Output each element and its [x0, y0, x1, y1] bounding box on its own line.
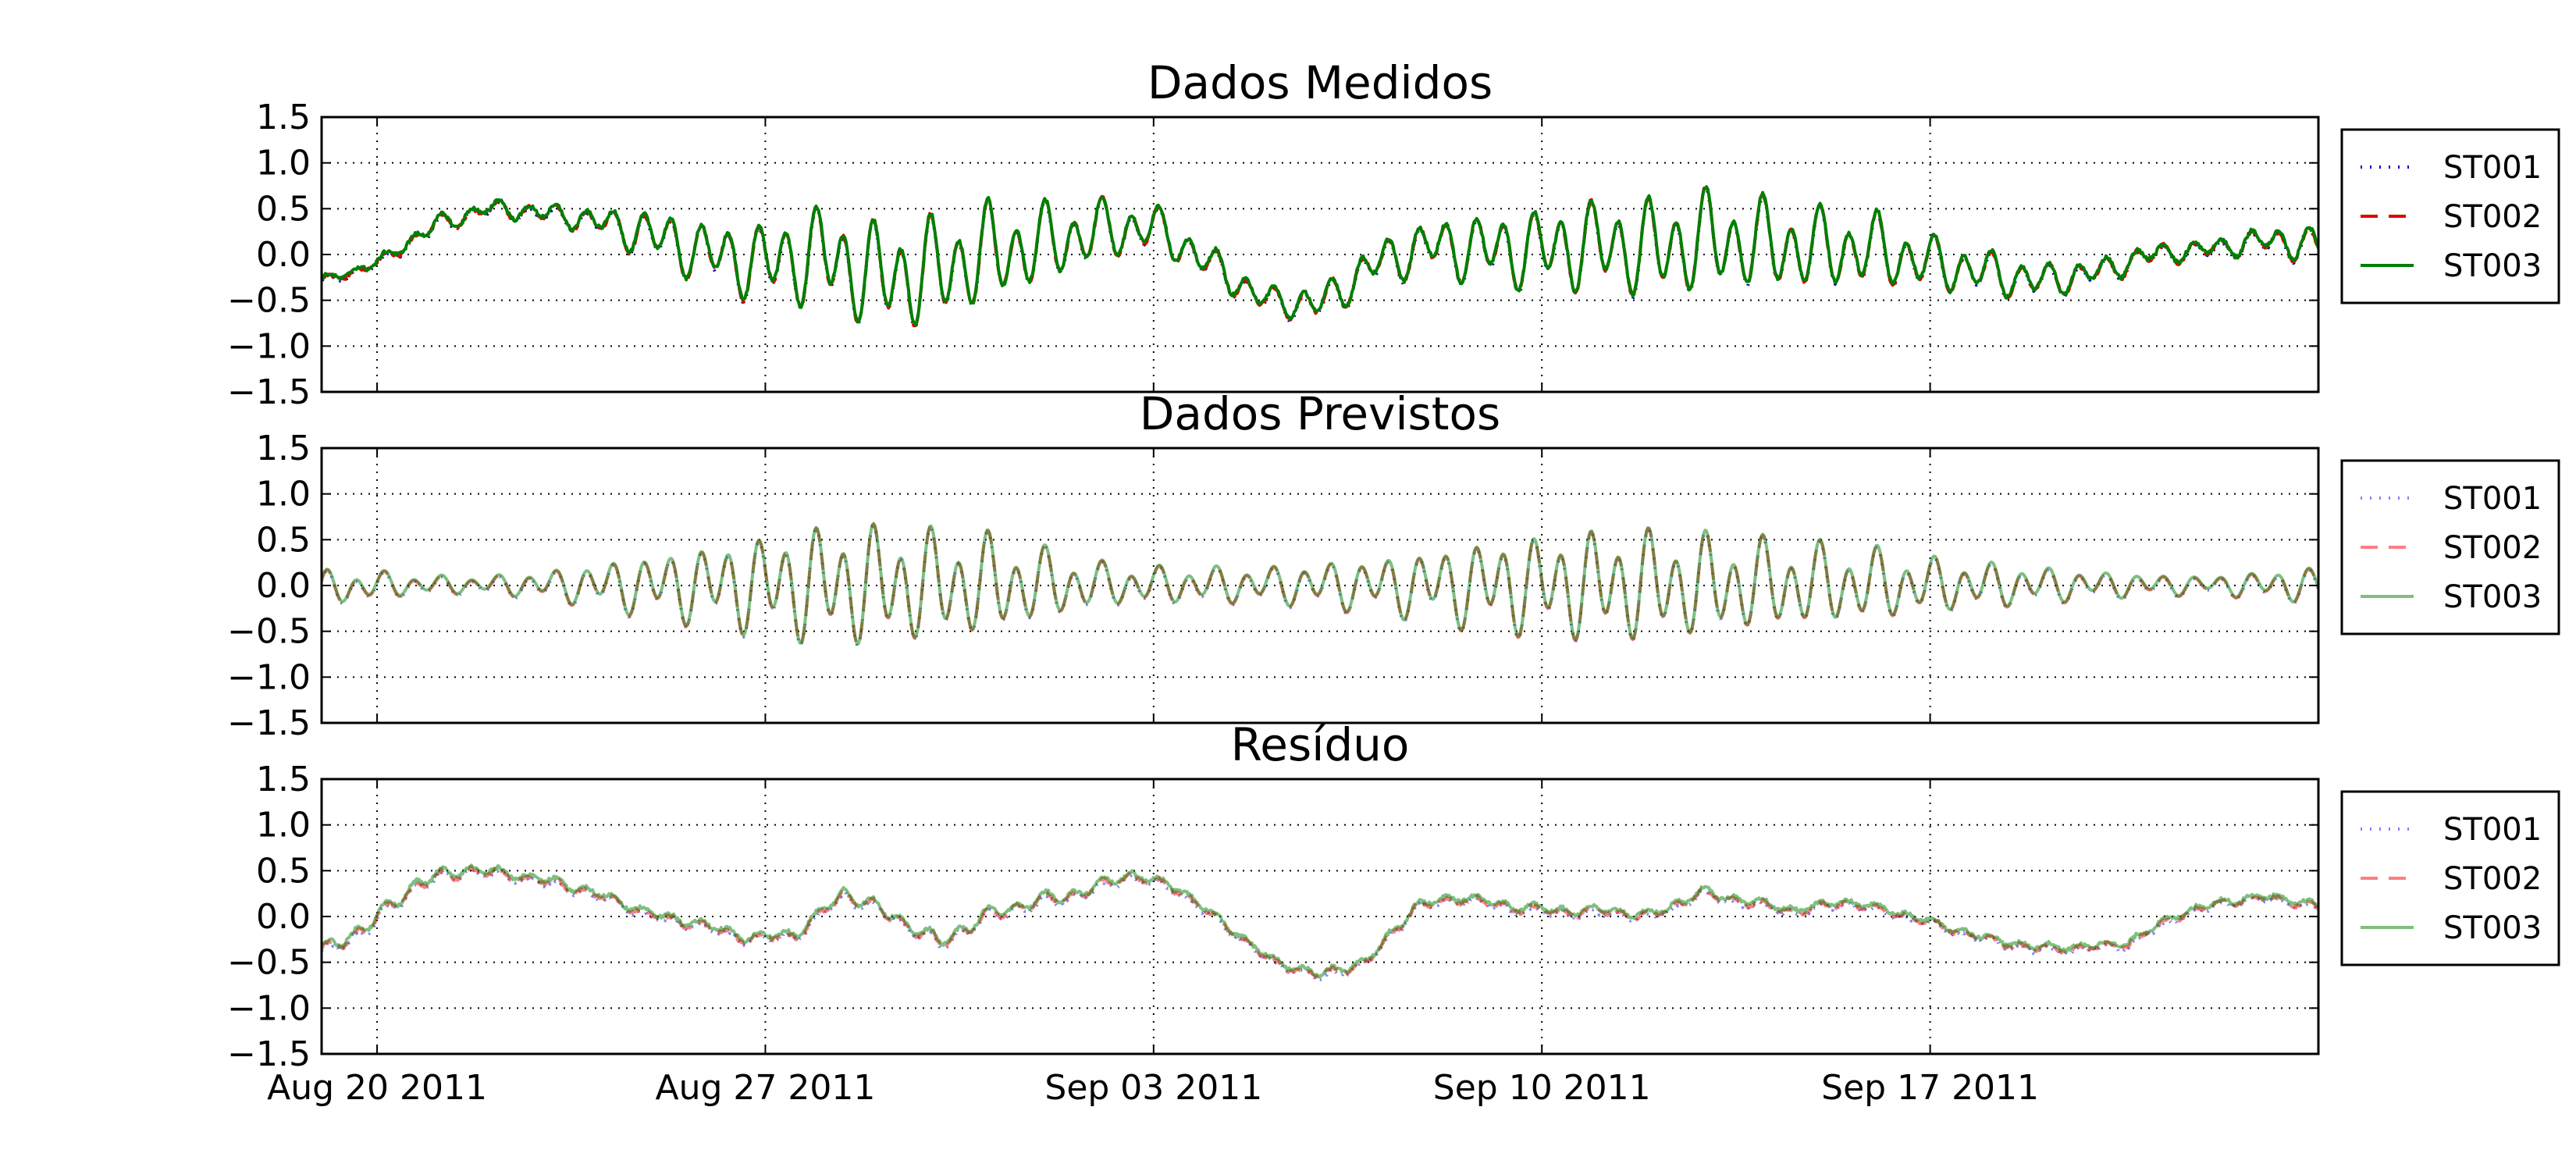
y-tick-label: −1.0: [227, 988, 311, 1028]
panel-3: Resíduo −1.5 −1.0 −0.5 0.0 0.5 1.0 1.5 Aug 20 20…: [227, 718, 2560, 1108]
x-tick-label: Sep 03 2011: [1044, 1068, 1262, 1108]
x-tick-label: Aug 20 2011: [267, 1068, 487, 1108]
legend: ST001 ST002 ST003: [2340, 459, 2560, 635]
legend-box: [2340, 459, 2560, 635]
y-tick-label: −1.5: [227, 1034, 311, 1074]
legend-label: ST002: [2443, 861, 2542, 897]
y-tick-label: 0.0: [256, 235, 311, 275]
x-tick-label: Aug 27 2011: [656, 1068, 876, 1108]
y-tick-label: −0.5: [227, 612, 311, 652]
series-group: [322, 863, 2318, 982]
y-tick-label: 0.5: [256, 520, 311, 560]
y-tick-label: 1.0: [256, 806, 311, 845]
y-tick-label: 0.5: [256, 851, 311, 891]
y-tick-label: −0.5: [227, 943, 311, 983]
x-tick-label: Sep 10 2011: [1433, 1068, 1651, 1108]
legend-label: ST001: [2443, 150, 2542, 186]
legend: ST001 ST002 ST003: [2340, 790, 2560, 966]
y-tick-label: 1.5: [256, 760, 311, 799]
y-tick-label: −0.5: [227, 281, 311, 321]
y-tick-label: −1.5: [227, 703, 311, 743]
series-line-st003: [322, 863, 2318, 979]
series-group: [322, 185, 2318, 329]
x-tick-label: Sep 17 2011: [1821, 1068, 2039, 1108]
legend-label: ST003: [2443, 248, 2542, 284]
y-tick-label: 0.5: [256, 189, 311, 229]
legend-box: [2340, 790, 2560, 966]
legend-label: ST002: [2443, 530, 2542, 566]
legend-label: ST001: [2443, 481, 2542, 517]
legend-label: ST003: [2443, 910, 2542, 946]
series-line-st002: [322, 865, 2318, 980]
panel-title: Resíduo: [1231, 718, 1410, 771]
legend-label: ST003: [2443, 579, 2542, 615]
panel-title: Dados Medidos: [1147, 56, 1493, 109]
series-group: [322, 521, 2318, 648]
panel-2: Dados Previstos −1.5 −1.0 −0.5 0.0 0.5 1.0 1.5 S…: [227, 387, 2560, 743]
series-line-st003: [322, 185, 2318, 327]
y-tick-label: −1.0: [227, 657, 311, 697]
legend-box: [2340, 128, 2560, 304]
legend-label: ST001: [2443, 812, 2542, 848]
panel-1: Dados Medidos −1.5 −1.0 −0.5 0.0 0.5 1.0 1.5 ST0…: [227, 56, 2560, 412]
series-line-st003: [322, 521, 2318, 646]
y-tick-label: 1.5: [256, 429, 311, 468]
panel-title: Dados Previstos: [1140, 387, 1500, 440]
y-tick-label: 1.5: [256, 98, 311, 137]
y-tick-label: −1.0: [227, 326, 311, 366]
y-tick-label: 0.0: [256, 566, 311, 606]
y-tick-label: 1.0: [256, 144, 311, 183]
legend: ST001 ST002 ST003: [2340, 128, 2560, 304]
legend-label: ST002: [2443, 199, 2542, 235]
y-tick-label: 1.0: [256, 475, 311, 514]
y-tick-label: −1.5: [227, 372, 311, 412]
chart-panels: Dados Medidos −1.5 −1.0 −0.5 0.0 0.5 1.0 1.5 ST0…: [227, 56, 2560, 1108]
y-tick-label: 0.0: [256, 897, 311, 937]
